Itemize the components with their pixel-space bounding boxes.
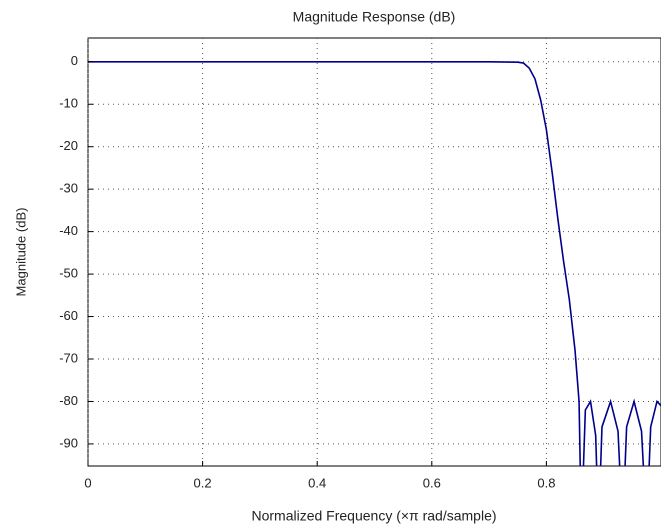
y-tick-label: -90 bbox=[59, 435, 78, 450]
x-tick-label: 0.8 bbox=[537, 475, 555, 490]
y-tick-label: -80 bbox=[59, 393, 78, 408]
x-axis-label: Normalized Frequency (×π rad/sample) bbox=[251, 508, 496, 524]
y-tick-label: -70 bbox=[59, 350, 78, 365]
lines bbox=[88, 60, 661, 466]
x-tick-label: 0.4 bbox=[308, 475, 326, 490]
x-tick-label: 0 bbox=[84, 475, 91, 490]
y-tick-label: 0 bbox=[71, 53, 78, 68]
x-tick-label: 0.6 bbox=[423, 475, 441, 490]
chart-title: Magnitude Response (dB) bbox=[293, 9, 456, 25]
y-tick-label: -20 bbox=[59, 138, 78, 153]
x-tick-label: 0.2 bbox=[194, 475, 212, 490]
y-tick-label: -30 bbox=[59, 181, 78, 196]
y-tick-label: -40 bbox=[59, 223, 78, 238]
y-axis-label: Magnitude (dB) bbox=[13, 208, 28, 297]
plot-area bbox=[87, 37, 661, 467]
y-tick-label: -50 bbox=[59, 266, 78, 281]
data-line bbox=[88, 60, 661, 466]
y-tick-label: -10 bbox=[59, 96, 78, 111]
y-tick-label: -60 bbox=[59, 308, 78, 323]
